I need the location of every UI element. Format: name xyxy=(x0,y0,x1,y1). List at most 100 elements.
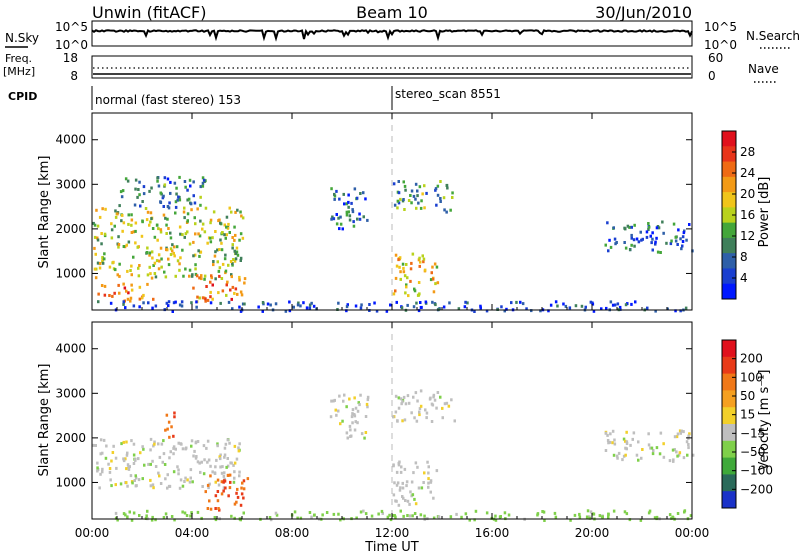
echo-cell xyxy=(554,515,558,519)
echo-cell xyxy=(347,200,350,204)
echo-cell xyxy=(157,471,160,475)
echo-cell xyxy=(616,302,620,306)
echo-cell xyxy=(352,220,355,224)
echo-cell xyxy=(429,480,433,484)
echo-cell xyxy=(231,285,235,289)
freq-strip: Freq. [MHz] 18 8 60 0 Nave xyxy=(3,51,779,83)
echo-cell xyxy=(445,183,449,187)
echo-cell xyxy=(93,223,97,227)
echo-cell xyxy=(284,309,288,313)
echo-cell xyxy=(114,516,118,520)
echo-cell xyxy=(609,300,613,304)
echo-cell xyxy=(333,192,336,196)
echo-cell xyxy=(132,304,136,308)
echo-cell xyxy=(308,303,312,307)
echo-cell xyxy=(187,197,191,201)
echo-cell xyxy=(182,210,186,214)
echo-cell xyxy=(641,448,644,451)
echo-cell xyxy=(178,262,181,266)
echo-cell xyxy=(165,223,168,227)
echo-cell xyxy=(352,224,356,228)
echo-cell xyxy=(606,439,610,442)
echo-cell xyxy=(578,515,582,519)
echo-cell xyxy=(412,395,415,399)
echo-cell xyxy=(689,514,693,518)
echo-cell xyxy=(132,511,136,515)
echo-cell xyxy=(156,238,159,242)
echo-cell xyxy=(205,285,208,288)
echo-cell xyxy=(97,292,100,296)
echo-cell xyxy=(118,204,121,208)
echo-cell xyxy=(189,514,192,518)
echo-cell xyxy=(220,241,223,245)
echo-cell xyxy=(436,184,440,188)
colorbar-tick-label: 12 xyxy=(740,229,755,243)
echo-cell xyxy=(650,241,653,245)
echo-cell xyxy=(239,210,242,214)
echo-cell xyxy=(154,518,157,522)
echo-cell xyxy=(439,180,442,183)
echo-cell xyxy=(203,458,206,462)
echo-cell xyxy=(354,304,358,308)
echo-cell xyxy=(433,262,437,266)
echo-cell xyxy=(206,439,210,443)
echo-cell xyxy=(266,302,270,306)
echo-cell xyxy=(539,309,542,313)
echo-cell xyxy=(214,480,217,484)
echo-cell xyxy=(125,481,128,485)
echo-cell xyxy=(110,459,113,463)
echo-cell xyxy=(670,239,673,243)
echo-cell xyxy=(618,305,622,309)
echo-cell xyxy=(220,248,224,252)
echo-cell xyxy=(150,276,154,280)
echo-cell xyxy=(554,300,558,304)
echo-cell xyxy=(676,512,680,515)
velocity-colorbar: 200 100 50 15 −15 −50 −100 −200 xyxy=(721,339,773,509)
echo-cell xyxy=(157,253,161,257)
echo-cell xyxy=(407,294,410,298)
echo-cell xyxy=(672,459,675,463)
echo-cell xyxy=(681,240,685,243)
echo-cell xyxy=(194,267,197,271)
echo-cell xyxy=(395,300,398,304)
velocity-ylabel: Slant Range [km] xyxy=(37,364,52,477)
echo-cell xyxy=(246,477,250,481)
echo-cell xyxy=(386,515,390,519)
echo-cell xyxy=(100,242,103,246)
echo-cell xyxy=(190,444,193,448)
echo-cell xyxy=(95,208,98,212)
echo-cell xyxy=(216,444,219,448)
echo-cell xyxy=(218,248,221,251)
echo-cell xyxy=(97,300,100,304)
echo-cell xyxy=(131,481,134,485)
echo-cell xyxy=(351,210,355,214)
echo-cell xyxy=(125,243,128,247)
echo-cell xyxy=(682,430,685,434)
echo-cell xyxy=(130,218,134,222)
echo-cell xyxy=(346,303,349,307)
echo-cell xyxy=(623,241,626,244)
echo-cell xyxy=(98,262,102,265)
echo-cell xyxy=(148,253,151,257)
echo-cell xyxy=(153,440,156,444)
echo-cell xyxy=(209,295,212,299)
echo-cell xyxy=(687,436,690,440)
station-title: Unwin (fitACF) xyxy=(92,3,206,22)
echo-cell xyxy=(184,447,187,451)
echo-cell xyxy=(515,300,518,304)
echo-cell xyxy=(345,431,349,435)
echo-cell xyxy=(113,224,116,228)
x-tick-label: 12:00 xyxy=(375,526,410,540)
echo-cell xyxy=(411,514,414,518)
echo-cell xyxy=(342,192,345,196)
echo-cell xyxy=(124,306,127,310)
echo-cell xyxy=(126,484,129,488)
echo-cell xyxy=(348,397,351,401)
echo-cell xyxy=(112,444,115,448)
echo-cell xyxy=(364,512,368,516)
colorbar-swatch xyxy=(722,237,736,254)
echo-cell xyxy=(168,456,171,460)
echo-cell xyxy=(93,267,97,271)
echo-cell xyxy=(172,470,176,474)
echo-cell xyxy=(145,251,149,254)
